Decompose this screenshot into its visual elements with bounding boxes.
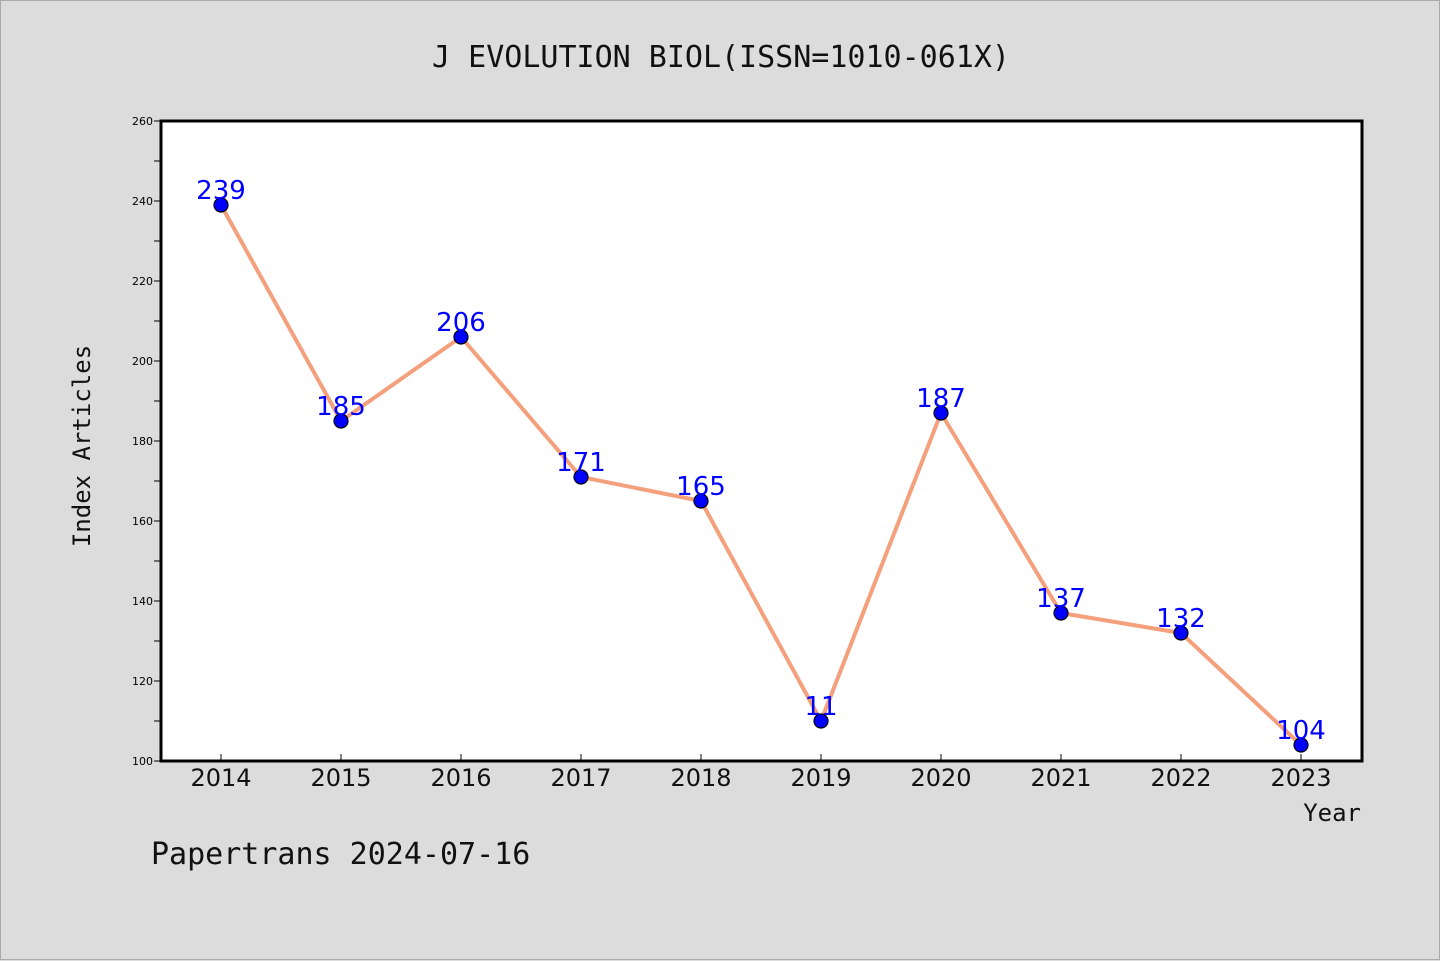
x-tick-label-2020: 2020 bbox=[910, 764, 971, 792]
y-tick-label-140: 140 bbox=[132, 595, 153, 608]
data-point-2016 bbox=[453, 329, 469, 345]
chart-title: J EVOLUTION BIOL(ISSN=1010-061X) bbox=[432, 40, 1010, 75]
y-tick-label-180: 180 bbox=[132, 435, 153, 448]
data-label-2023: 104 bbox=[1276, 716, 1326, 746]
x-axis: 2014 2015 2016 2017 2018 2019 2020 2021 2022 2023 bbox=[190, 754, 1332, 792]
data-label-2020: 187 bbox=[916, 384, 966, 414]
x-tick-label-2015: 2015 bbox=[310, 764, 371, 792]
y-tick-label-240: 240 bbox=[132, 195, 153, 208]
data-point-2015 bbox=[333, 413, 349, 429]
y-axis: 100 120 140 160 180 200 220 240 260 bbox=[132, 115, 161, 768]
data-point-2019 bbox=[813, 713, 829, 729]
x-tick-label-2018: 2018 bbox=[670, 764, 731, 792]
data-label-2022: 132 bbox=[1156, 604, 1206, 634]
y-tick-label-260: 260 bbox=[132, 115, 153, 128]
data-label-2019: 11 bbox=[804, 692, 837, 722]
x-axis-label: Year bbox=[1303, 799, 1361, 827]
data-point-2018 bbox=[693, 493, 709, 509]
x-tick-label-2019: 2019 bbox=[790, 764, 851, 792]
footer-text: Papertrans 2024-07-16 bbox=[151, 837, 530, 872]
data-label-2018: 165 bbox=[676, 472, 726, 502]
y-axis-label: Index Articles bbox=[68, 345, 96, 547]
data-label-2015: 185 bbox=[316, 392, 366, 422]
series-group: 239 185 206 171 165 11 187 137 132 104 bbox=[196, 176, 1326, 753]
y-tick-label-100: 100 bbox=[132, 755, 153, 768]
x-tick-label-2017: 2017 bbox=[550, 764, 611, 792]
data-point-2020 bbox=[933, 405, 949, 421]
data-point-2022 bbox=[1173, 625, 1189, 641]
series-line bbox=[219, 204, 1303, 747]
data-label-2016: 206 bbox=[436, 308, 486, 338]
data-label-2014: 239 bbox=[196, 176, 246, 206]
data-point-2021 bbox=[1053, 605, 1069, 621]
data-point-2023 bbox=[1293, 737, 1309, 753]
x-tick-label-2023: 2023 bbox=[1270, 764, 1331, 792]
data-label-2017: 171 bbox=[556, 448, 606, 478]
y-tick-label-120: 120 bbox=[132, 675, 153, 688]
x-tick-label-2016: 2016 bbox=[430, 764, 491, 792]
data-point-2017 bbox=[573, 469, 589, 485]
x-tick-label-2021: 2021 bbox=[1030, 764, 1091, 792]
y-tick-label-200: 200 bbox=[132, 355, 153, 368]
data-label-2021: 137 bbox=[1036, 584, 1086, 614]
y-tick-label-160: 160 bbox=[132, 515, 153, 528]
y-tick-label-220: 220 bbox=[132, 275, 153, 288]
x-tick-label-2022: 2022 bbox=[1150, 764, 1211, 792]
data-point-2014 bbox=[213, 197, 229, 213]
x-tick-label-2014: 2014 bbox=[190, 764, 251, 792]
plot-area bbox=[159, 119, 1364, 763]
